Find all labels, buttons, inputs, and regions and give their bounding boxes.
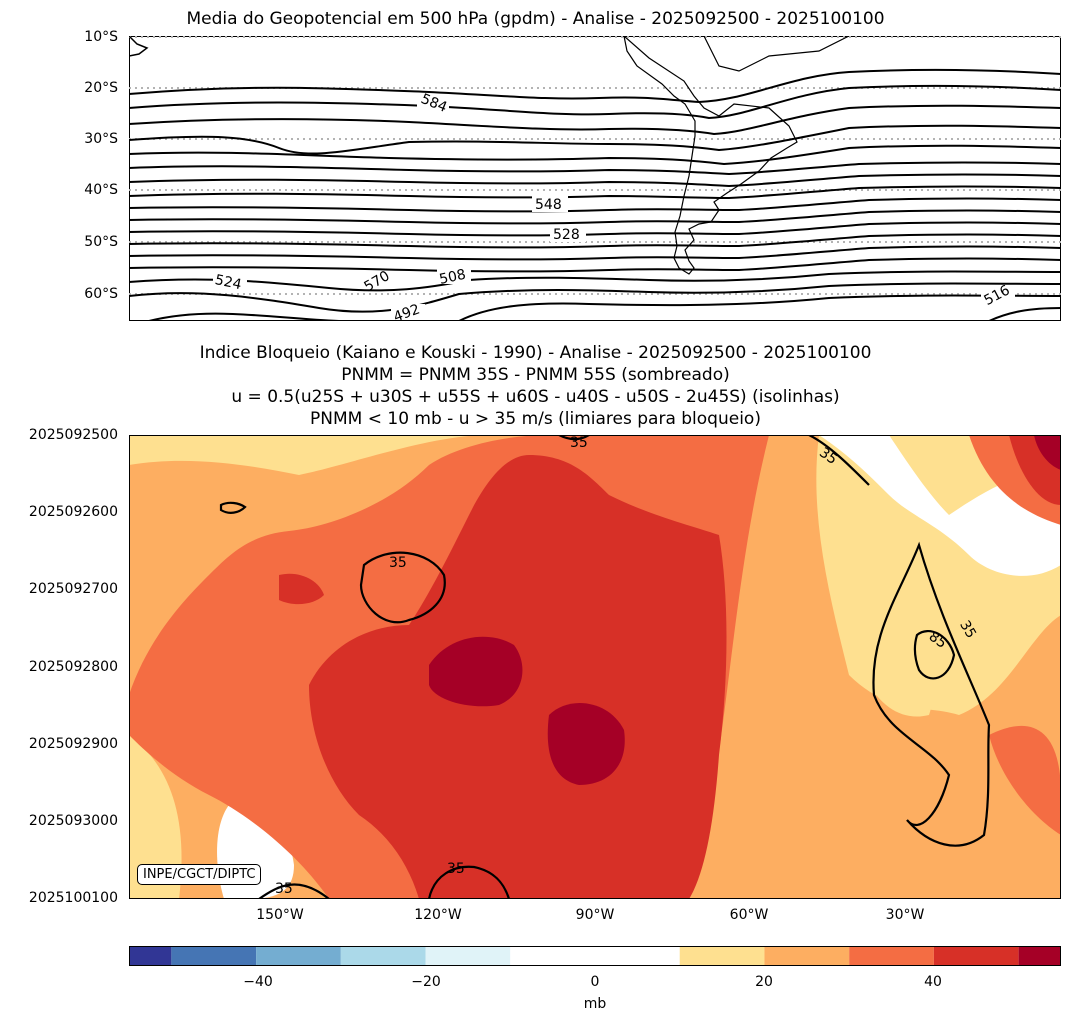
- u-isolines: [219, 435, 991, 899]
- colorbar-tick: −40: [243, 974, 273, 990]
- colorbar-cell: [764, 946, 850, 966]
- time-label: 2025092700: [28, 581, 118, 597]
- colorbar: [129, 946, 1061, 966]
- colorbar-cell: [129, 946, 172, 966]
- lat-label: 30°S: [84, 131, 118, 147]
- contour-label: 548: [535, 197, 562, 213]
- geopotential-contours: [129, 68, 1061, 321]
- colorbar-cell: [171, 946, 257, 966]
- colorbar-cell: [933, 946, 1019, 966]
- time-label: 2025092600: [28, 504, 118, 520]
- isoline-label: 35: [447, 861, 465, 877]
- isoline-label: 35: [389, 555, 407, 571]
- colorbar-tick: 0: [590, 974, 600, 990]
- time-label: 2025093000: [28, 813, 118, 829]
- lon-label: 120°W: [414, 907, 462, 923]
- isoline-label: 35: [275, 881, 293, 897]
- hov-title-1: Indice Bloqueio (Kaiano e Kouski - 1990)…: [199, 343, 872, 363]
- hov-title-4: PNMM < 10 mb - u > 35 m/s (limiares para…: [310, 409, 761, 429]
- lat-label: 60°S: [84, 286, 118, 302]
- blocking-index-hovmoller: 35 35 35 85 35 35 35: [129, 435, 1061, 899]
- time-label: 2025092500: [28, 427, 118, 443]
- colorbar-tick: 20: [755, 974, 773, 990]
- lon-label: 30°W: [885, 907, 925, 923]
- time-label: 2025100100: [28, 890, 118, 906]
- lat-label: 20°S: [84, 80, 118, 96]
- contour-label: 508: [438, 267, 467, 288]
- map-title: Media do Geopotencial em 500 hPa (gpdm) …: [186, 9, 885, 29]
- hov-title-3: u = 0.5(u25S + u30S + u55S + u60S - u40S…: [231, 387, 840, 407]
- colorbar-cell: [256, 946, 341, 966]
- colorbar-tick: −20: [411, 974, 441, 990]
- colorbar-cell: [595, 946, 680, 966]
- isoline-label: 35: [956, 618, 979, 641]
- lon-label: 150°W: [256, 907, 304, 923]
- shade-above-50: [429, 435, 1061, 785]
- colorbar-cell: [849, 946, 934, 966]
- colorbar-label: mb: [583, 996, 607, 1012]
- lat-label: 10°S: [84, 29, 118, 45]
- lon-label: 60°W: [729, 907, 769, 923]
- lat-label: 50°S: [84, 234, 118, 250]
- lon-label: 90°W: [575, 907, 615, 923]
- geopotential-map: 584 548 528 524 570 508 492 516: [129, 36, 1061, 321]
- colorbar-tick: 40: [924, 974, 942, 990]
- hov-title-2: PNMM = PNMM 35S - PNMM 55S (sombreado): [341, 365, 730, 385]
- time-label: 2025092900: [28, 736, 118, 752]
- colorbar-cell: [510, 946, 595, 966]
- colorbar-cell: [1018, 946, 1061, 966]
- lat-label: 40°S: [84, 182, 118, 198]
- isoline-label: 35: [570, 435, 588, 451]
- credit-box: INPE/CGCT/DIPTC: [137, 864, 262, 885]
- colorbar-cell: [340, 946, 426, 966]
- colorbar-cell: [425, 946, 511, 966]
- contour-label: 528: [553, 227, 580, 243]
- contour-label: 524: [213, 272, 243, 293]
- colorbar-cell: [679, 946, 765, 966]
- time-label: 2025092800: [28, 659, 118, 675]
